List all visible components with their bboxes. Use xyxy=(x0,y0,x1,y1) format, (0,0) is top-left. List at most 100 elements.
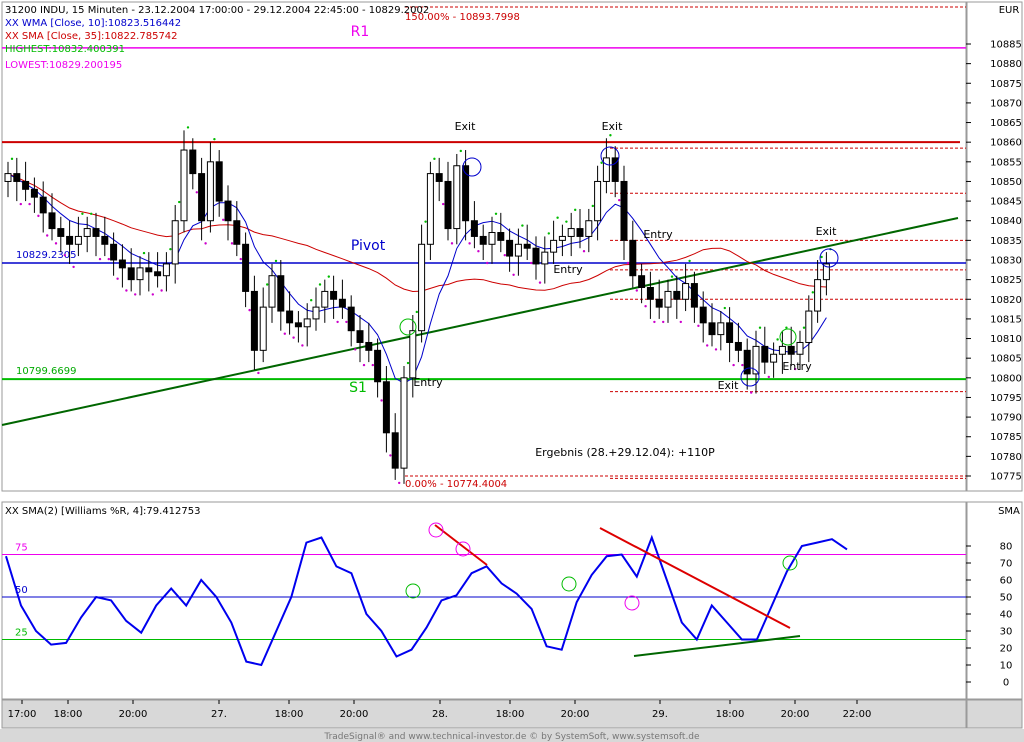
oscillator-title: XX SMA(2) [Williams %R, 4]:79.412753 xyxy=(5,506,201,517)
time-tick-label: 20:00 xyxy=(119,709,148,720)
candle-body xyxy=(778,345,786,355)
candle-body xyxy=(787,345,795,355)
price-axis-ticks: 10775 10780 10785 10790 10795 10800 10805 10810… xyxy=(966,40,1022,483)
candle-dot xyxy=(600,161,603,164)
wma-legend: XX WMA [Close, 10]:10823.516442 xyxy=(5,18,181,29)
time-tick-label: 22:00 xyxy=(843,709,872,720)
time-tick-label: 18:00 xyxy=(54,709,83,720)
candle-dot xyxy=(98,257,102,261)
candle-body xyxy=(189,149,197,175)
oscillator-axis-ticks: 0 10 20 30 40 50 60 70 80 xyxy=(966,542,1012,689)
price-tick-label: 10835 xyxy=(990,236,1022,247)
candle-dot xyxy=(723,306,726,310)
price-tick-label: 10865 xyxy=(990,118,1022,129)
candle-body xyxy=(514,243,522,257)
candle-body xyxy=(602,157,610,182)
candle-body xyxy=(805,310,813,343)
candle-dot xyxy=(19,202,22,206)
candle-dot xyxy=(116,277,119,280)
candle-body xyxy=(30,188,38,198)
candle-body xyxy=(215,161,223,202)
entry-marker xyxy=(779,328,797,346)
candle-body xyxy=(356,330,364,343)
candle-dot xyxy=(750,391,753,394)
candle-body xyxy=(136,267,144,281)
candle-body xyxy=(470,220,478,237)
oscillator-plot: 75 50 25 xyxy=(2,522,966,667)
candle-dot xyxy=(310,299,313,302)
candle-dot xyxy=(292,336,295,339)
candle-body xyxy=(118,259,126,269)
signal-label-entry: Entry xyxy=(643,228,673,241)
candle-body xyxy=(796,341,804,355)
candle-body xyxy=(303,318,311,328)
candle-body xyxy=(110,243,118,261)
candle-dot xyxy=(547,232,550,235)
candle-dot xyxy=(662,320,665,324)
price-tick-label: 10820 xyxy=(990,295,1022,306)
candle-dot xyxy=(46,234,49,237)
candle-dot xyxy=(785,326,788,329)
candle-body xyxy=(145,267,153,273)
candle-body xyxy=(479,235,487,245)
candle-dot xyxy=(160,289,163,292)
candle-body xyxy=(673,290,681,300)
candle-dot xyxy=(63,253,66,257)
oscillator-axis-title: SMA xyxy=(998,506,1020,517)
candle-body xyxy=(550,239,558,253)
candle-dot xyxy=(442,202,445,206)
osc-level-label: 50 xyxy=(15,585,28,596)
candle-dot xyxy=(125,289,128,292)
price-tick-label: 10855 xyxy=(990,157,1022,168)
time-tick-label: 18:00 xyxy=(496,709,525,720)
osc-signal-marker xyxy=(428,522,444,538)
candle-dot xyxy=(327,275,330,278)
candle-dot xyxy=(486,261,489,265)
osc-red-trendline xyxy=(599,527,791,629)
candle-body xyxy=(532,247,540,265)
candle-body xyxy=(708,322,716,336)
candle-dot xyxy=(274,259,278,263)
time-axis-box xyxy=(1,699,967,729)
candle-dot xyxy=(345,320,348,324)
candle-body xyxy=(233,220,241,245)
candle-dot xyxy=(151,293,154,296)
candle-body xyxy=(523,243,531,249)
candle-body xyxy=(682,283,690,300)
candle-dot xyxy=(213,137,216,141)
candle-dot xyxy=(679,320,682,324)
candle-body xyxy=(761,345,769,363)
lowest-legend: LOWEST:10829.200195 xyxy=(5,60,122,71)
candle-body xyxy=(814,279,822,312)
candle-body xyxy=(717,322,725,336)
s1-label: S1 xyxy=(349,380,367,396)
candle-dot xyxy=(389,454,392,457)
osc-tick-label: 0 xyxy=(1003,678,1009,689)
candle-dot xyxy=(354,348,357,351)
candle-body xyxy=(74,235,82,245)
candle-dot xyxy=(28,202,31,206)
price-tick-label: 10775 xyxy=(990,472,1022,483)
signal-label-entry: Entry xyxy=(553,263,583,276)
candle-dot xyxy=(512,273,515,276)
oscillator-panel-frame xyxy=(1,501,967,700)
candle-dot xyxy=(54,242,58,245)
candle-body xyxy=(497,232,505,241)
candle-dot xyxy=(450,242,454,245)
candle-dot xyxy=(811,291,814,294)
candle-dot xyxy=(257,371,260,375)
time-axis-corner xyxy=(966,699,1023,729)
candle-body xyxy=(585,220,593,237)
candle-dot xyxy=(538,281,542,284)
candle-body xyxy=(180,149,188,222)
osc-level-label: 25 xyxy=(15,628,28,639)
candle-dot xyxy=(318,283,322,286)
osc-signal-marker xyxy=(405,583,421,599)
exit-marker xyxy=(462,157,482,177)
price-tick-label: 10870 xyxy=(990,98,1022,109)
candle-body xyxy=(4,173,12,182)
price-tick-label: 10875 xyxy=(990,79,1022,90)
candle-dot xyxy=(503,253,506,257)
time-tick-label: 29. xyxy=(652,709,668,720)
